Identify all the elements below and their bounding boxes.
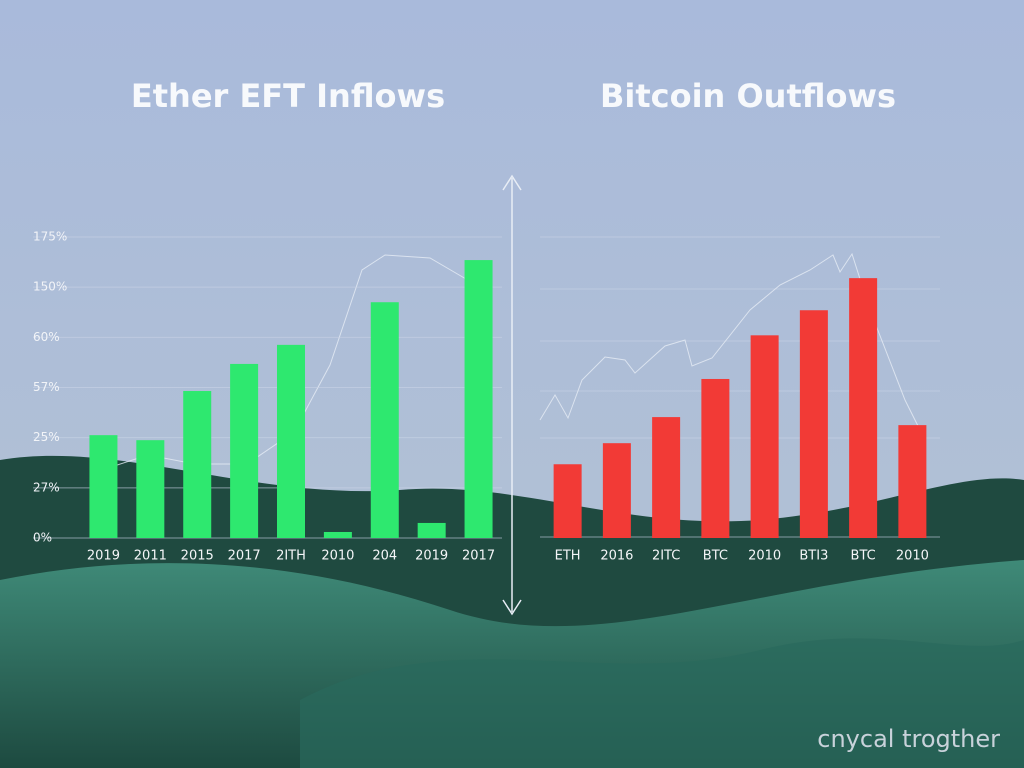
bar — [323, 531, 352, 538]
x-tick-label: BTC — [703, 549, 728, 564]
bar — [417, 522, 446, 538]
trend-line — [539, 252, 921, 431]
hill-near — [300, 638, 1024, 768]
x-tick-label: 2010 — [896, 549, 929, 564]
bar — [89, 435, 118, 538]
bar — [799, 310, 828, 538]
x-tick-label: ETH — [555, 549, 581, 564]
y-tick-label: 150% — [33, 280, 67, 294]
chart-title: Bitcoin Outflows — [600, 77, 896, 115]
bar — [183, 391, 212, 538]
x-tick-label: BTC — [851, 549, 876, 564]
bar — [898, 425, 927, 538]
bar — [652, 417, 681, 538]
bar — [464, 260, 493, 538]
bar — [701, 378, 730, 538]
x-tick-label: 2ITH — [276, 549, 306, 564]
x-tick-label: 2019 — [415, 549, 448, 564]
x-tick-label: 2011 — [134, 549, 167, 564]
y-tick-label: 27% — [33, 480, 60, 494]
x-tick-label: 2016 — [600, 549, 633, 564]
x-tick-label: BTI3 — [799, 549, 828, 564]
bar — [553, 464, 582, 538]
bar — [602, 443, 631, 538]
x-tick-label: 2017 — [228, 549, 261, 564]
bar — [136, 440, 165, 538]
x-tick-label: 204 — [372, 549, 397, 564]
x-tick-label: 2010 — [748, 549, 781, 564]
divider-arrows — [502, 174, 522, 616]
bar — [277, 344, 305, 538]
x-tick-label: 2ITC — [652, 549, 680, 564]
y-tick-label: 175% — [33, 230, 67, 244]
y-tick-label: 0% — [33, 531, 52, 545]
watermark: cnycal trogther — [817, 725, 1000, 753]
y-tick-label: 25% — [33, 430, 60, 444]
bar — [750, 335, 779, 538]
chart-title: Ether EFT Inflows — [131, 77, 445, 115]
bar — [370, 302, 399, 538]
y-tick-label: 60% — [33, 330, 60, 344]
trend-line — [107, 254, 479, 469]
y-tick-label: 57% — [33, 380, 60, 394]
bar — [849, 278, 878, 538]
x-tick-label: 2017 — [462, 549, 495, 564]
x-tick-label: 2010 — [321, 549, 354, 564]
x-tick-label: 2019 — [87, 549, 120, 564]
bar — [230, 363, 259, 538]
x-tick-label: 2015 — [181, 549, 214, 564]
